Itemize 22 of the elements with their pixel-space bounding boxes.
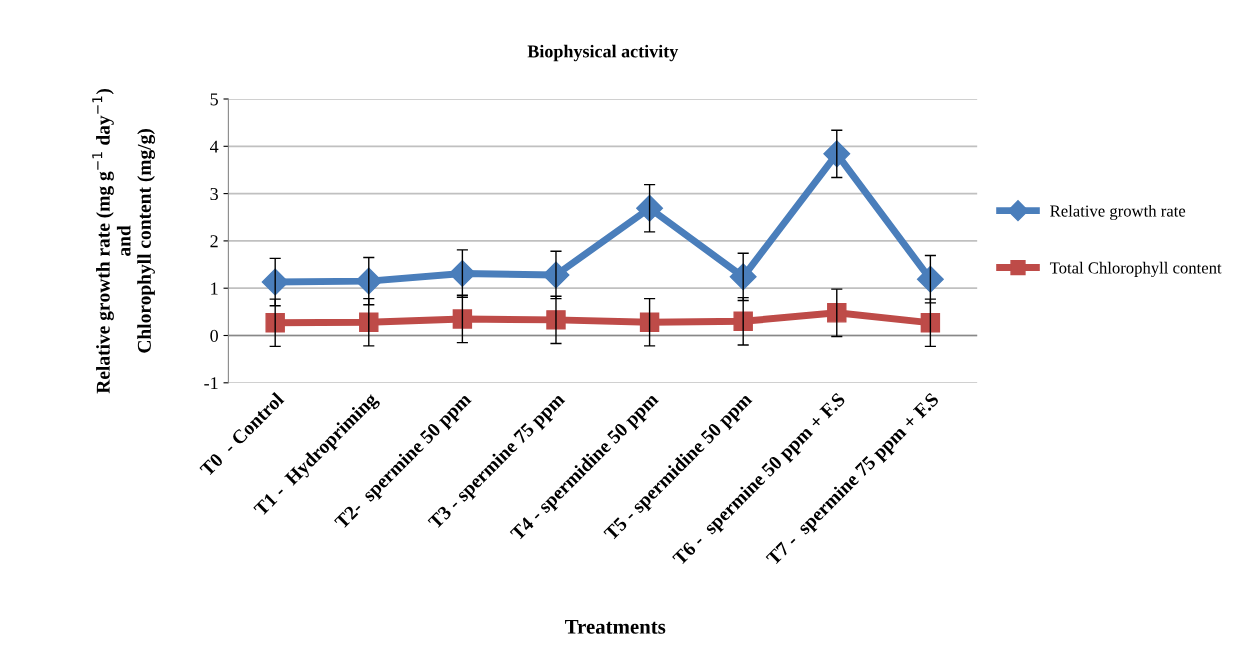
y-tick-label: 1 (211, 282, 218, 295)
legend-label: Total Chlorophyll content (1049, 261, 1222, 277)
point (448, 260, 476, 287)
point (639, 312, 660, 332)
y-tick-label: 0 (210, 329, 218, 342)
point (355, 267, 383, 295)
legend-label: Relative growth rate (1050, 204, 1186, 221)
y-tick-label: -1 (204, 377, 218, 390)
x-axis-title: Treatments (565, 619, 666, 634)
point (359, 312, 379, 332)
y-tick-label: 3 (210, 187, 218, 201)
point (636, 194, 664, 222)
point (452, 309, 473, 329)
point (920, 313, 941, 333)
point (827, 303, 847, 323)
point (916, 265, 944, 293)
y-tick-label: 2 (210, 235, 218, 248)
text: Relative growth rate (mg g$^{−1}$ day$^{−1}$) and Chlorophyll content (mg/g) (92, 88, 156, 394)
chart-title: Biophysical activity (527, 44, 679, 62)
y-tick-label: 5 (210, 93, 218, 106)
point (823, 140, 851, 168)
y-tick-label: 4 (209, 140, 219, 153)
